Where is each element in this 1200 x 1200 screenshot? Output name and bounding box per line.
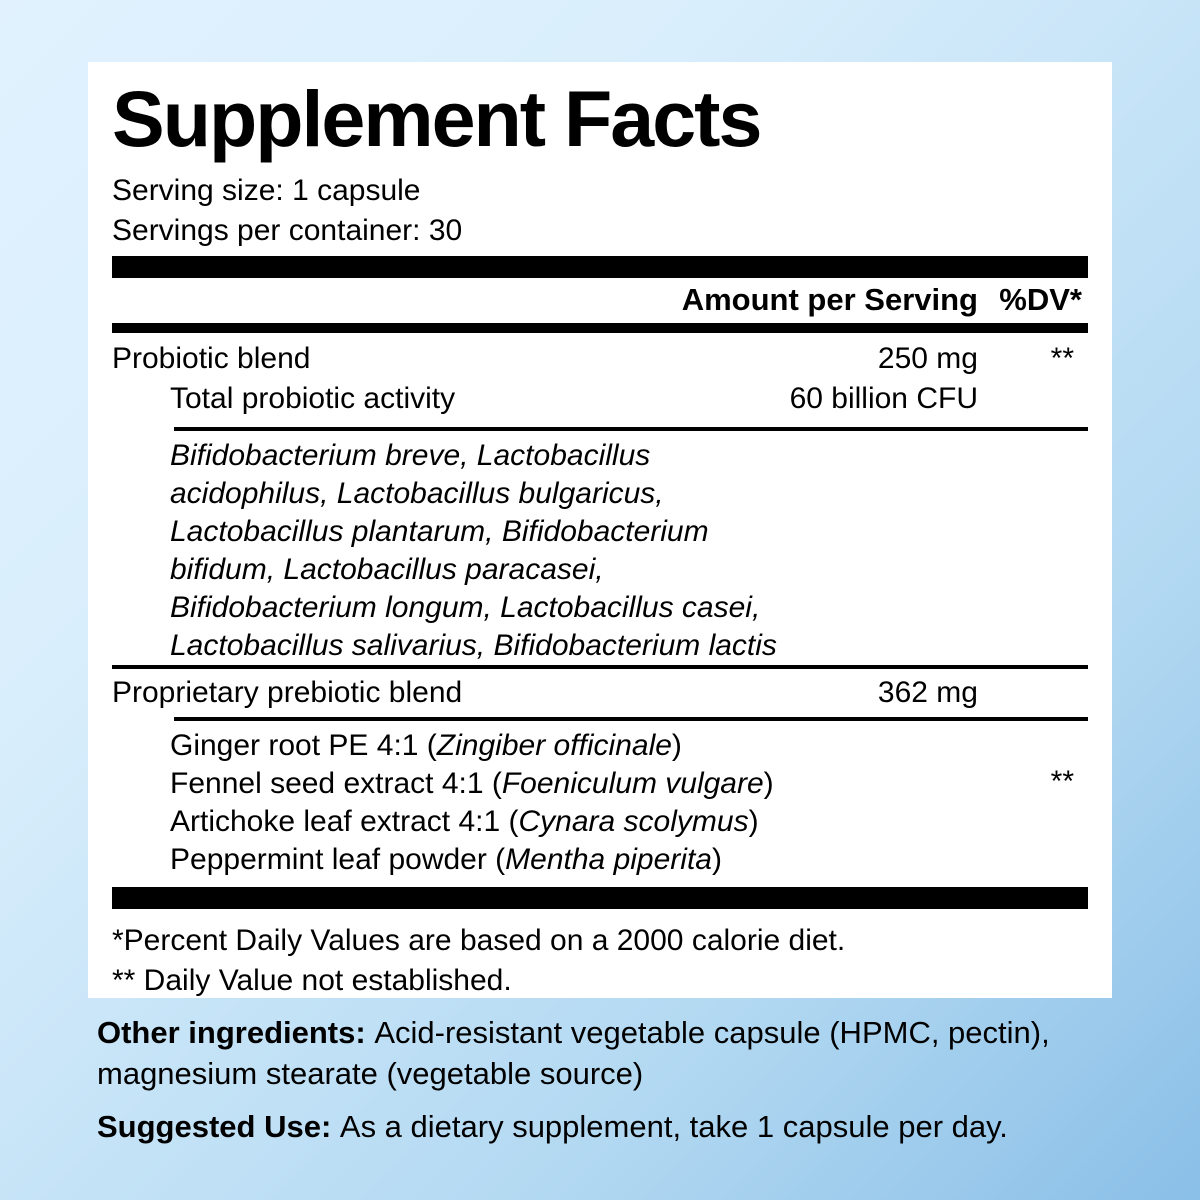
- close-paren: ): [763, 766, 774, 800]
- other-ingredients-label: Other ingredients:: [97, 1015, 375, 1050]
- latin-name: Foeniculum vulgare: [501, 766, 764, 800]
- footnote-dv-not-established: ** Daily Value not established.: [112, 963, 512, 997]
- supplement-facts-panel: Supplement Facts Serving size: 1 capsule…: [88, 62, 1112, 998]
- prebiotic-dv-asterisks: **: [1050, 764, 1074, 798]
- serving-size-line: Serving size: 1 capsule: [112, 173, 421, 207]
- nutrient-row-probiotic-blend: Probiotic blend 250 mg **: [112, 339, 1088, 379]
- servings-per-container-line: Servings per container: 30: [112, 213, 463, 247]
- nutrient-subname: Total probiotic activity: [170, 381, 456, 415]
- nutrient-subamount: 60 billion CFU: [789, 381, 978, 415]
- species-line: acidophilus, Lactobacillus bulgaricus,: [170, 476, 664, 510]
- sub-rule-probiotic: [174, 426, 1088, 431]
- ingredient-text: Ginger root PE 4:1 (: [170, 728, 437, 762]
- species-line: Bifidobacterium breve, Lactobacillus: [170, 438, 651, 472]
- ingredient-text: Fennel seed extract 4:1 (: [170, 766, 502, 800]
- species-line: Lactobacillus salivarius, Bifidobacteriu…: [170, 628, 777, 662]
- species-list: Bifidobacterium breve, Lactobacillus aci…: [170, 437, 1088, 665]
- nutrient-dv: **: [1050, 341, 1074, 375]
- ingredient-line: Ginger root PE 4:1 (Zingiber officinale): [170, 727, 1088, 765]
- nutrient-name: Proprietary prebiotic blend: [112, 675, 463, 709]
- full-rule-prebiotic: [112, 664, 1088, 669]
- suggested-use-label: Suggested Use:: [97, 1109, 340, 1144]
- ingredient-text: Peppermint leaf powder (: [170, 842, 506, 876]
- separator-bar-bottom: [112, 886, 1088, 909]
- species-line: Bifidobacterium longum, Lactobacillus ca…: [170, 590, 761, 624]
- amount-per-serving-header: Amount per Serving: [681, 281, 978, 317]
- footnotes-block: *Percent Daily Values are based on a 200…: [112, 921, 1088, 1001]
- latin-name: Cynara scolymus: [518, 804, 749, 838]
- latin-name: Mentha piperita: [505, 842, 712, 876]
- nutrient-amount: 250 mg: [877, 341, 978, 375]
- suggested-use-text: As a dietary supplement, take 1 capsule …: [339, 1109, 1008, 1144]
- suggested-use-paragraph: Suggested Use: As a dietary supplement, …: [97, 1106, 1103, 1147]
- serving-info: Serving size: 1 capsule Servings per con…: [112, 171, 1088, 251]
- other-ingredients-paragraph: Other ingredients: Acid-resistant vegeta…: [97, 1012, 1103, 1094]
- panel-title: Supplement Facts: [112, 74, 762, 163]
- nutrient-subdv: [978, 379, 1088, 419]
- nutrient-dv: [978, 673, 1088, 713]
- species-line: bifidum, Lactobacillus paracasei,: [170, 552, 604, 586]
- nutrient-row-probiotic-activity: Total probiotic activity 60 billion CFU: [112, 379, 1088, 419]
- ingredient-line: Artichoke leaf extract 4:1 (Cynara scoly…: [170, 803, 1088, 841]
- label-footer: Other ingredients: Acid-resistant vegeta…: [97, 1012, 1103, 1147]
- header-rule: [112, 322, 1088, 333]
- latin-name: Zingiber officinale: [436, 728, 672, 762]
- ingredient-list: Ginger root PE 4:1 (Zingiber officinale)…: [170, 727, 1088, 879]
- close-paren: ): [671, 728, 682, 762]
- nutrient-row-prebiotic-blend: Proprietary prebiotic blend 362 mg: [112, 673, 1088, 713]
- ingredient-text: Artichoke leaf extract 4:1 (: [170, 804, 519, 838]
- dv-header: %DV*: [999, 281, 1082, 317]
- close-paren: ): [711, 842, 722, 876]
- footnote-daily-values: *Percent Daily Values are based on a 200…: [112, 923, 846, 957]
- ingredient-line: Fennel seed extract 4:1 (Foeniculum vulg…: [170, 765, 1088, 803]
- nutrient-amount: 362 mg: [877, 675, 978, 709]
- other-ingredients-text: Acid-resistant vegetable capsule (HPMC, …: [97, 1015, 1050, 1091]
- nutrient-name: Probiotic blend: [112, 341, 311, 375]
- probiotic-section: Probiotic blend 250 mg ** Total probioti…: [112, 339, 1088, 419]
- separator-bar-top: [112, 255, 1088, 278]
- ingredient-line: Peppermint leaf powder (Mentha piperita): [170, 841, 1088, 879]
- sub-rule-prebiotic: [174, 716, 1088, 721]
- column-header-row: Amount per Serving %DV*: [112, 278, 1088, 322]
- close-paren: ): [748, 804, 759, 838]
- species-line: Lactobacillus plantarum, Bifidobacterium: [170, 514, 709, 548]
